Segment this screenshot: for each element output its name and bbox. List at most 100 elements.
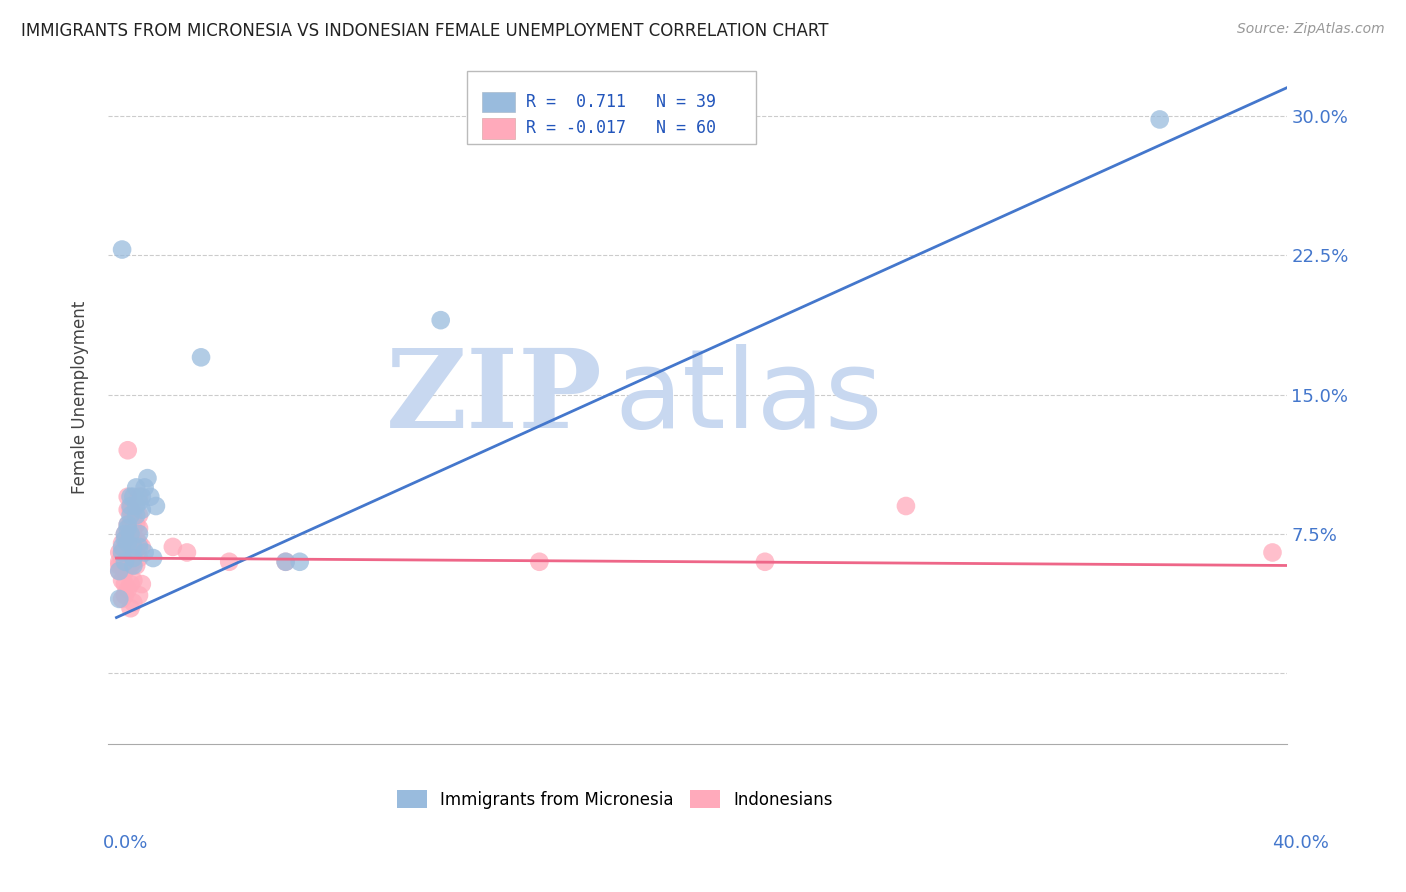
Point [108, 545, 131, 559]
Point [669, 128, 692, 142]
Point [108, 558, 131, 573]
Point [114, 588, 136, 602]
Point [111, 536, 134, 550]
Point [117, 521, 139, 535]
Point [162, 540, 184, 554]
Point [111, 558, 134, 573]
Point [190, 351, 212, 365]
Point [128, 540, 150, 554]
Point [120, 508, 142, 523]
Point [894, 499, 917, 513]
Point [134, 480, 156, 494]
Point [131, 502, 153, 516]
Point [117, 527, 139, 541]
Point [125, 533, 148, 547]
Point [114, 527, 136, 541]
Bar [482, 92, 515, 112]
Point [136, 471, 159, 485]
Point [288, 555, 311, 569]
Point [108, 564, 131, 578]
Text: ZIP: ZIP [387, 343, 603, 450]
Point [114, 533, 136, 547]
Point [1149, 112, 1171, 127]
Point [108, 564, 131, 578]
Point [1261, 545, 1284, 559]
Point [131, 490, 153, 504]
Point [114, 577, 136, 591]
Point [122, 551, 145, 566]
Y-axis label: Female Unemployment: Female Unemployment [72, 301, 89, 494]
Point [111, 574, 134, 588]
Point [108, 555, 131, 569]
Point [218, 555, 240, 569]
Point [754, 555, 776, 569]
Point [108, 591, 131, 606]
Text: Source: ZipAtlas.com: Source: ZipAtlas.com [1237, 22, 1385, 37]
Point [120, 601, 142, 615]
Point [120, 558, 142, 573]
Point [139, 490, 162, 504]
Point [125, 499, 148, 513]
Text: R = -0.017   N = 60: R = -0.017 N = 60 [526, 120, 717, 137]
Point [120, 499, 142, 513]
Bar [482, 118, 515, 138]
Point [120, 490, 142, 504]
Point [111, 540, 134, 554]
Point [131, 540, 153, 554]
Point [120, 577, 142, 591]
Point [111, 545, 134, 559]
Point [120, 527, 142, 541]
Point [117, 536, 139, 550]
Point [274, 555, 297, 569]
Point [122, 545, 145, 559]
Point [117, 558, 139, 573]
Point [111, 243, 134, 257]
Point [122, 596, 145, 610]
Point [128, 588, 150, 602]
Point [142, 551, 165, 566]
Point [120, 502, 142, 516]
Point [114, 564, 136, 578]
Point [111, 545, 134, 559]
Point [122, 536, 145, 550]
Point [122, 521, 145, 535]
Point [114, 545, 136, 559]
Point [125, 558, 148, 573]
Point [122, 558, 145, 573]
Point [122, 540, 145, 554]
Point [128, 495, 150, 509]
Point [117, 582, 139, 597]
Point [125, 480, 148, 494]
Point [122, 555, 145, 569]
Point [134, 545, 156, 559]
Point [122, 574, 145, 588]
Point [128, 551, 150, 566]
Point [117, 517, 139, 532]
Point [125, 545, 148, 559]
Point [111, 591, 134, 606]
Point [145, 499, 167, 513]
Point [120, 517, 142, 532]
Point [117, 502, 139, 516]
Point [111, 551, 134, 566]
Point [117, 517, 139, 532]
Point [429, 313, 451, 327]
Point [120, 540, 142, 554]
Point [529, 555, 551, 569]
Point [128, 527, 150, 541]
Point [114, 527, 136, 541]
Text: 40.0%: 40.0% [1272, 834, 1329, 852]
Point [128, 536, 150, 550]
Point [274, 555, 297, 569]
Bar [467, 71, 756, 145]
Point [128, 521, 150, 535]
Text: IMMIGRANTS FROM MICRONESIA VS INDONESIAN FEMALE UNEMPLOYMENT CORRELATION CHART: IMMIGRANTS FROM MICRONESIA VS INDONESIAN… [21, 22, 828, 40]
Point [117, 536, 139, 550]
Point [114, 555, 136, 569]
Point [122, 508, 145, 523]
Point [117, 540, 139, 554]
Point [120, 551, 142, 566]
Point [117, 490, 139, 504]
Point [122, 490, 145, 504]
Text: 0.0%: 0.0% [103, 834, 148, 852]
